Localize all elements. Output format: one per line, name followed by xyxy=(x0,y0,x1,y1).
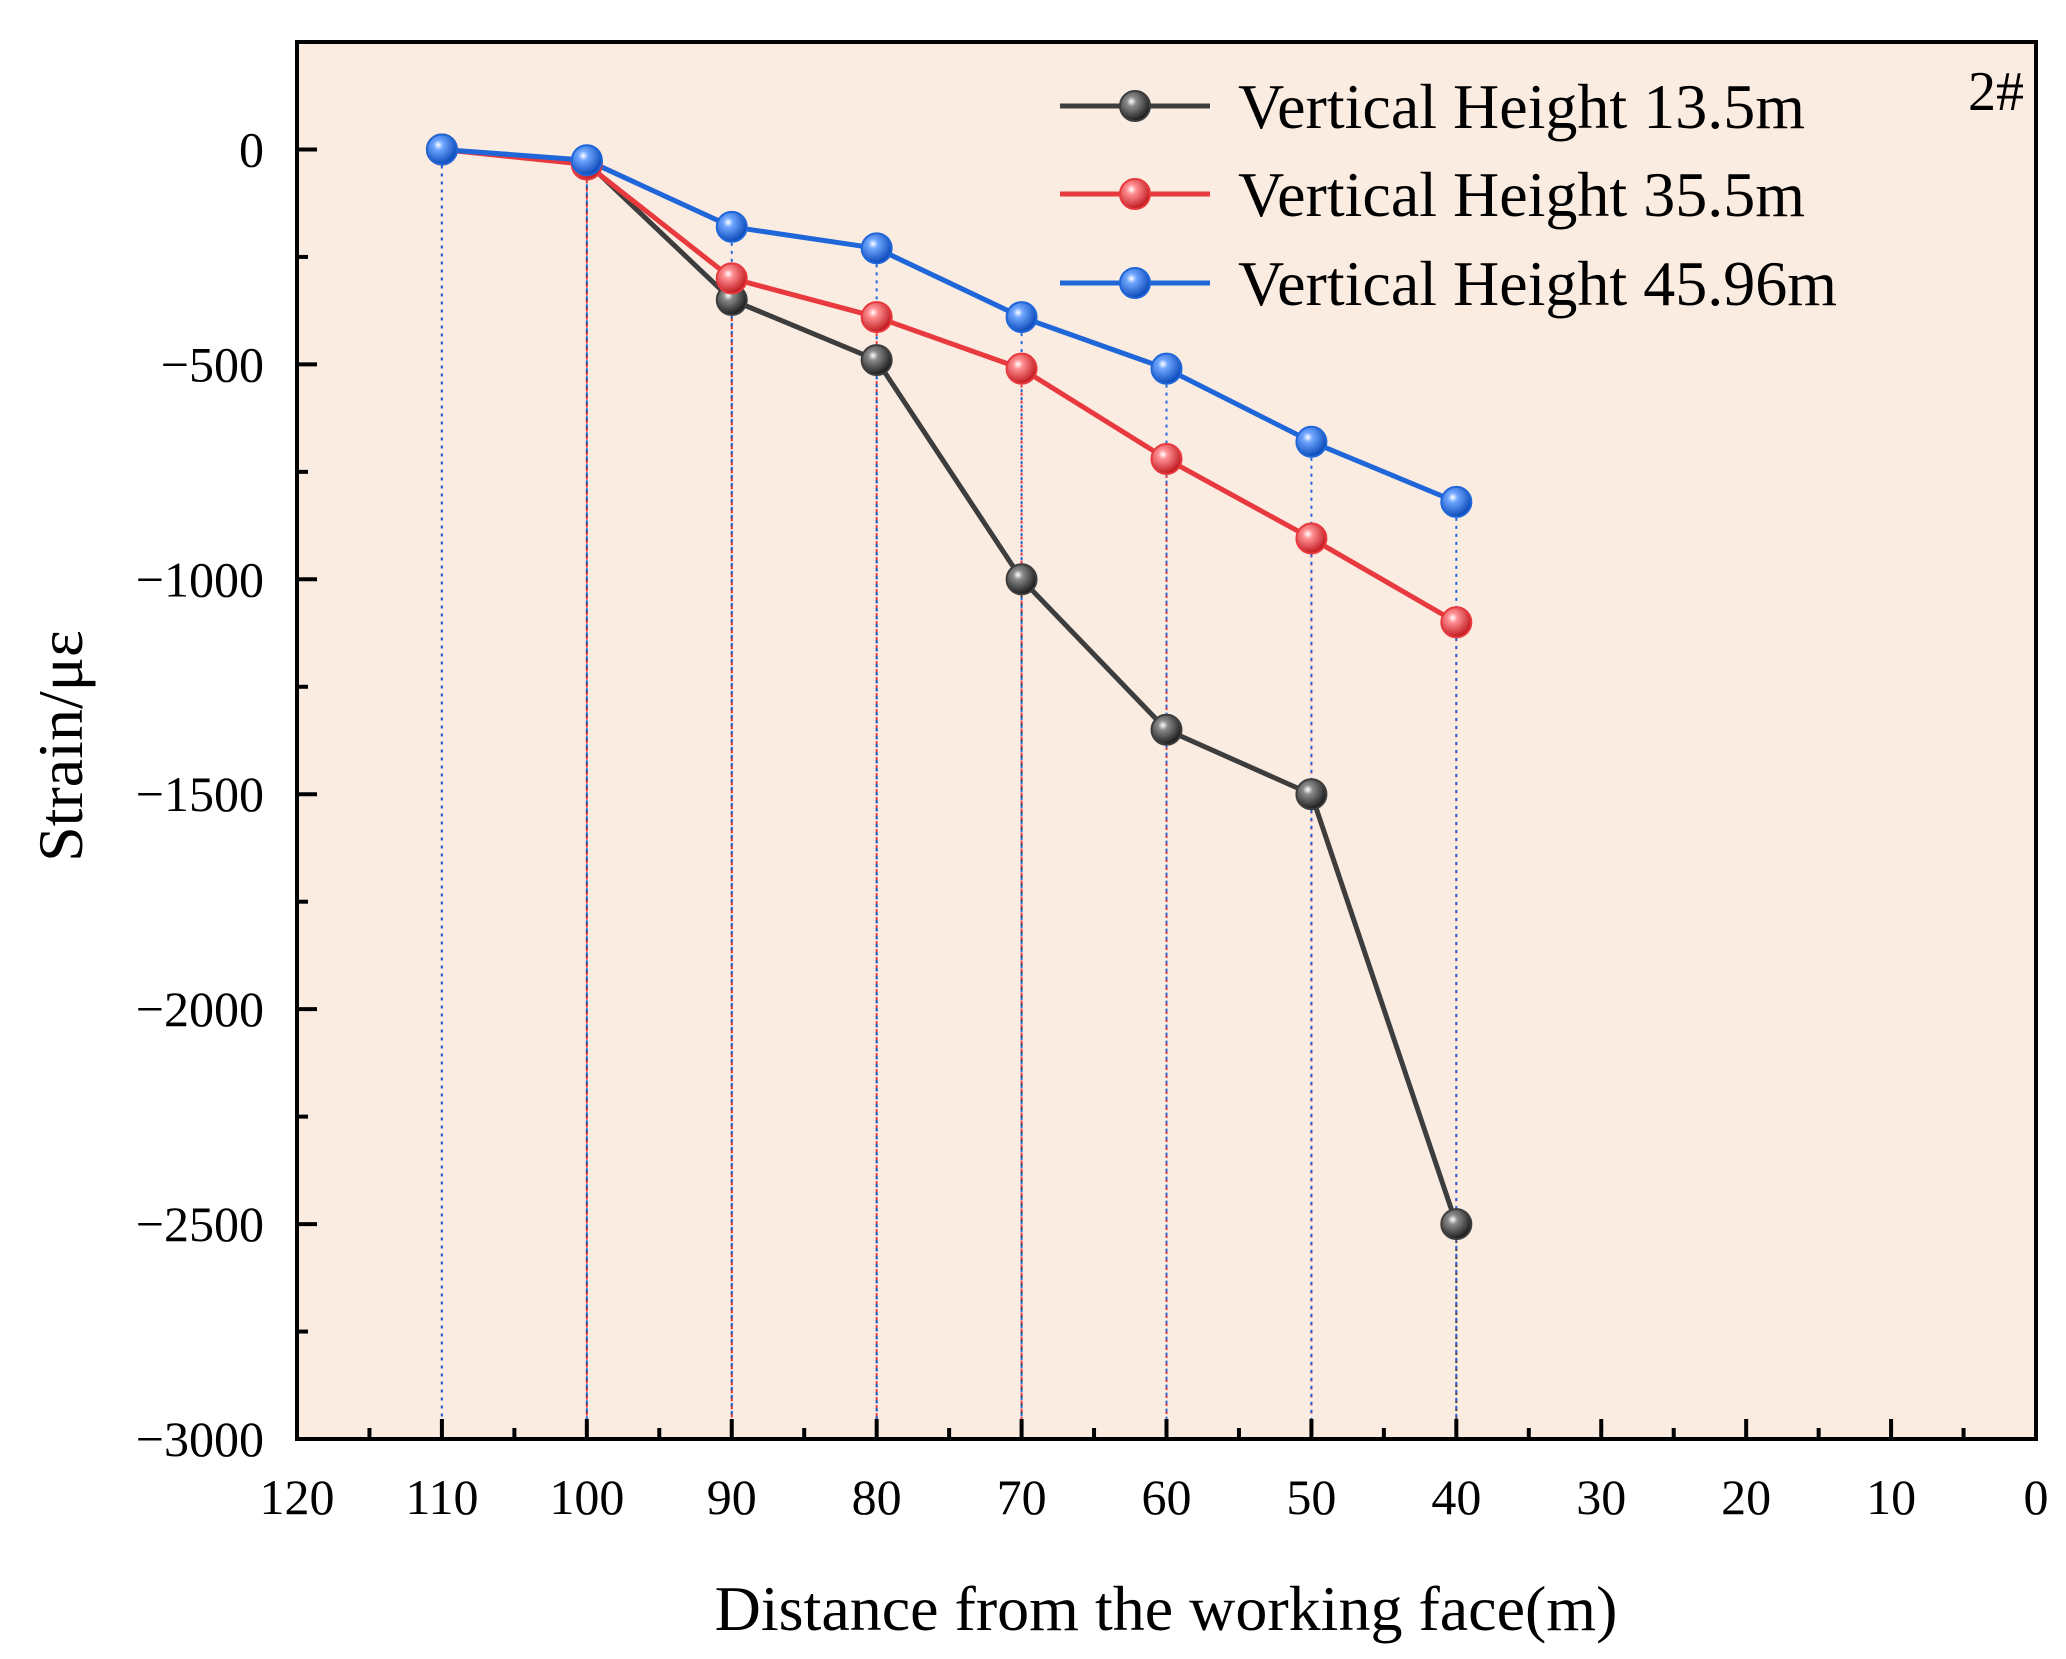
data-point-s2-6 xyxy=(1295,425,1328,458)
data-point-s0-5 xyxy=(1150,713,1183,746)
series-markers xyxy=(425,133,1473,1241)
x-tick-label: 90 xyxy=(707,1469,757,1525)
y-tick-label: −500 xyxy=(161,336,264,392)
legend-label-2: Vertical Height 45.96m xyxy=(1238,248,1837,319)
data-point-s2-4 xyxy=(1005,301,1038,334)
data-point-s2-1 xyxy=(570,144,603,177)
data-point-s2-2 xyxy=(715,210,748,243)
x-axis-title: Distance from the working face(m) xyxy=(715,1573,1618,1644)
x-tick-label: 110 xyxy=(405,1469,478,1525)
data-point-s0-6 xyxy=(1295,778,1328,811)
data-point-s2-5 xyxy=(1150,352,1183,385)
y-tick-label: −2000 xyxy=(136,981,264,1037)
data-point-s1-3 xyxy=(860,301,893,334)
data-point-s1-4 xyxy=(1005,352,1038,385)
legend-swatch-marker-0 xyxy=(1119,90,1151,122)
y-tick-label: −1500 xyxy=(136,766,264,822)
drop-lines xyxy=(440,149,1458,1439)
legend-swatch-marker-2 xyxy=(1119,267,1151,299)
x-tick-label: 10 xyxy=(1866,1469,1916,1525)
data-point-s1-5 xyxy=(1150,442,1183,475)
legend: Vertical Height 13.5m Vertical Height 35… xyxy=(1060,71,1837,319)
x-axis-ticks: 120 110 100 90 80 70 60 50 40 30 20 10 0 xyxy=(260,1419,2049,1525)
legend-swatch-marker-1 xyxy=(1119,178,1151,210)
panel-label: 2# xyxy=(1968,61,2024,123)
data-point-s2-7 xyxy=(1440,485,1473,518)
data-point-s1-6 xyxy=(1295,522,1328,555)
x-tick-label: 120 xyxy=(260,1469,335,1525)
y-tick-label: −2500 xyxy=(136,1196,264,1252)
x-tick-label: 50 xyxy=(1286,1469,1336,1525)
y-tick-label: −1000 xyxy=(136,551,264,607)
y-axis-title: Strain/με xyxy=(25,630,96,862)
y-tick-label: 0 xyxy=(239,121,264,177)
x-tick-label: 0 xyxy=(2024,1469,2049,1525)
legend-label-1: Vertical Height 35.5m xyxy=(1238,159,1805,230)
x-tick-label: 80 xyxy=(852,1469,902,1525)
data-point-s2-3 xyxy=(860,232,893,265)
y-tick-label: −3000 xyxy=(136,1411,264,1467)
x-tick-label: 100 xyxy=(549,1469,624,1525)
data-point-s1-7 xyxy=(1440,606,1473,639)
x-tick-label: 30 xyxy=(1576,1469,1626,1525)
series-line-1 xyxy=(441,146,1458,625)
x-tick-label: 20 xyxy=(1721,1469,1771,1525)
data-point-s0-7 xyxy=(1440,1208,1473,1241)
data-point-s1-2 xyxy=(715,262,748,295)
x-tick-label: 70 xyxy=(997,1469,1047,1525)
legend-label-0: Vertical Height 13.5m xyxy=(1238,71,1805,142)
series-line-2 xyxy=(441,146,1458,505)
x-tick-label: 40 xyxy=(1431,1469,1481,1525)
data-point-s2-0 xyxy=(425,133,458,166)
y-axis-ticks: 0 −500 −1000 −1500 −2000 −2500 −3000 xyxy=(136,40,317,1467)
data-point-s0-4 xyxy=(1005,563,1038,596)
data-point-s0-3 xyxy=(860,344,893,377)
series-lines xyxy=(441,146,1459,1225)
x-tick-label: 60 xyxy=(1142,1469,1192,1525)
